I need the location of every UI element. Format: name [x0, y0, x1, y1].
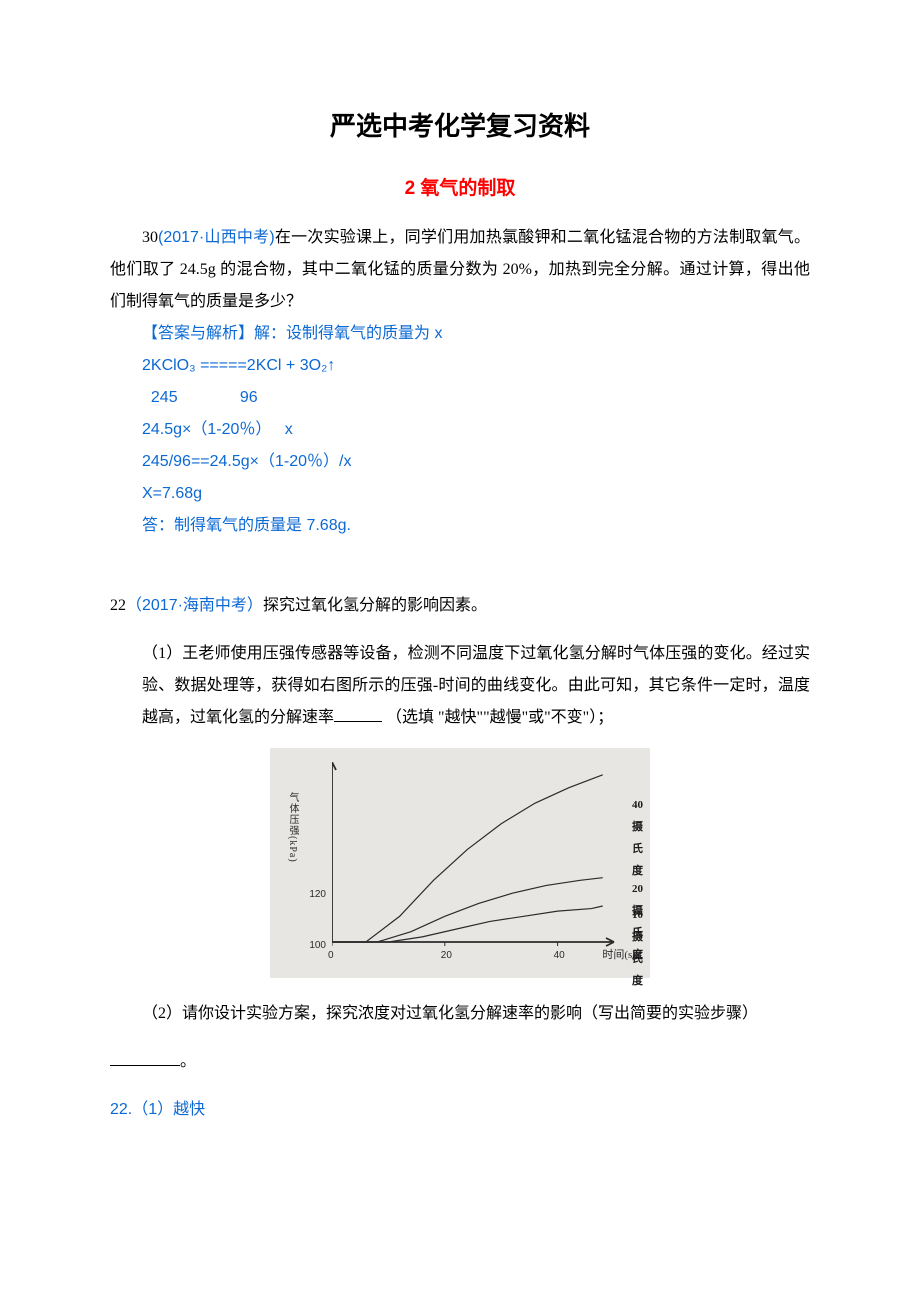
- q22-number: 22: [110, 597, 126, 614]
- answer-label: 【答案与解析】: [142, 325, 254, 342]
- sub-title: 2 氧气的制取: [110, 170, 810, 208]
- q22-body: （1）王老师使用压强传感器等设备，检测不同温度下过氧化氢分解时气体压强的变化。经…: [142, 638, 810, 734]
- fill-blank: [334, 707, 382, 722]
- chart-container: 气体压强(kPa) 1001200204040摄氏度20摄氏度10摄氏度 时间(…: [110, 748, 810, 990]
- q22-answer: 22.（1）越快: [110, 1094, 810, 1126]
- main-title: 严选中考化学复习资料: [110, 100, 810, 152]
- fill-blank-long: [110, 1051, 180, 1066]
- ans-equation: 2KClO₃ =====2KCl + 3O₂↑: [142, 350, 810, 382]
- q30-answer-block: 【答案与解析】解：设制得氧气的质量为 x 2KClO₃ =====2KCl + …: [142, 318, 810, 542]
- chart-plot-area: 1001200204040摄氏度20摄氏度10摄氏度: [332, 762, 632, 942]
- ans-ratio: 245/96==24.5g×（1-20％）/x: [142, 446, 810, 478]
- ans-mass-row: 245 96: [142, 382, 810, 414]
- q22-stem-text: 探究过氧化氢分解的影响因素。: [263, 597, 487, 614]
- q30-source: (2017·山西中考): [158, 229, 275, 246]
- pressure-time-chart: 气体压强(kPa) 1001200204040摄氏度20摄氏度10摄氏度 时间(…: [270, 748, 650, 978]
- q30-number: 30: [142, 229, 158, 246]
- q22-part2: （2）请你设计实验方案，探究浓度对过氧化氢分解速率的影响（写出简要的实验步骤）: [142, 998, 810, 1030]
- q22-stem: 22（2017·海南中考）探究过氧化氢分解的影响因素。: [110, 590, 810, 622]
- q22-part1: （1）王老师使用压强传感器等设备，检测不同温度下过氧化氢分解时气体压强的变化。经…: [142, 638, 810, 734]
- q22-source: （2017·海南中考）: [126, 597, 263, 614]
- chart-xlabel: 时间(s): [602, 944, 636, 966]
- ans-final: 答：制得氧气的质量是 7.68g.: [142, 510, 810, 542]
- q22-part2-blank: 。: [110, 1046, 810, 1078]
- ans-line1: 解：设制得氧气的质量为 x: [254, 325, 442, 342]
- q30-body: 30(2017·山西中考)在一次实验课上，同学们用加热氯酸钾和二氧化锰混合物的方…: [110, 222, 810, 318]
- q22-part1-post: （选填 "越快""越慢"或"不变"）；: [386, 709, 613, 726]
- period: 。: [180, 1053, 196, 1070]
- ans-x: X=7.68g: [142, 478, 810, 510]
- ans-sub-row: 24.5g×（1-20％） x: [142, 414, 810, 446]
- chart-svg: [332, 762, 632, 962]
- q22-part2-wrap: （2）请你设计实验方案，探究浓度对过氧化氢分解速率的影响（写出简要的实验步骤）: [142, 998, 810, 1030]
- chart-ylabel: 气体压强(kPa): [282, 792, 302, 863]
